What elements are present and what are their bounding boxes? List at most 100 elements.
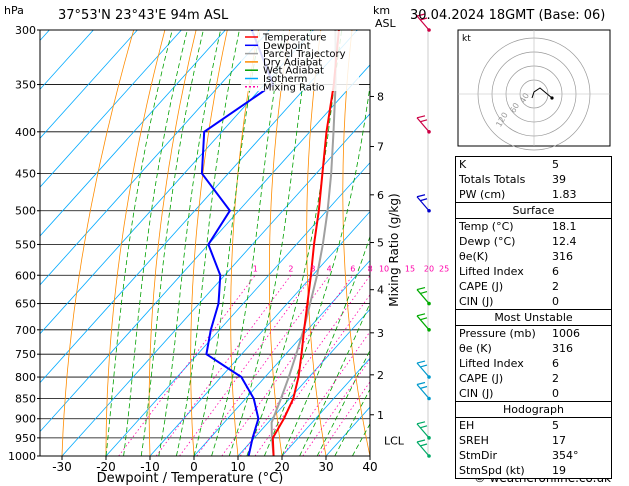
index-row-value: 1.83: [552, 188, 577, 201]
mixing-ratio-label: 1: [253, 264, 258, 273]
pressure-label: 300: [15, 24, 36, 37]
wet-adiabat: [246, 30, 343, 456]
legend-label: Mixing Ratio: [263, 82, 325, 93]
wet-adiabat: [316, 349, 370, 456]
mixing-ratio-label: 10: [379, 264, 389, 273]
most-unstable-row: CAPE (J) 2: [456, 371, 611, 386]
isotherm: [61, 113, 370, 456]
surface-row: CIN (J) 0: [456, 294, 611, 309]
indices-table: K 5 Totals Totals 39 PW (cm) 1.83 Surface Tem…: [455, 156, 612, 479]
y-axis-label: Mixing Ratio (g/kg): [387, 193, 401, 306]
isotherm: [40, 30, 138, 139]
surface-row-label: θe(K): [459, 250, 489, 263]
hodograph-row-value: 19: [552, 464, 566, 477]
pressure-label: 700: [15, 324, 36, 337]
surface-row: θe(K) 316: [456, 249, 611, 264]
most-unstable-row: Pressure (mb) 1006: [456, 326, 611, 341]
surface-row-label: CIN (J): [459, 295, 494, 308]
pressure-label: 900: [15, 413, 36, 426]
most-unstable-row-value: 1006: [552, 327, 580, 340]
most-unstable-row-label: θe (K): [459, 342, 492, 355]
surface-row-value: 12.4: [552, 235, 577, 248]
dry-adiabat: [268, 30, 291, 456]
surface-row: CAPE (J) 2: [456, 279, 611, 294]
isotherm: [40, 30, 358, 384]
surface-row-label: Temp (°C): [459, 220, 514, 233]
dry-adiabat: [230, 30, 259, 456]
dry-adiabat: [412, 30, 458, 456]
most-unstable-row: θe (K) 316: [456, 341, 611, 356]
wet-adiabat: [105, 30, 173, 456]
surface-row-value: 0: [552, 295, 559, 308]
wet-adiabat: [211, 30, 285, 456]
surface-section: Surface Temp (°C) 18.1 Dewp (°C) 12.4 θe(K) 3…: [456, 202, 611, 309]
hodograph-section: Hodograph EH 5 SREH 17 StmDir 354° StmSpd (kt)…: [456, 401, 611, 478]
index-row: PW (cm) 1.83: [456, 187, 611, 202]
hodograph-row-label: StmDir: [459, 449, 498, 462]
mixing-ratio-line: [282, 330, 370, 456]
isotherm: [149, 210, 370, 456]
wet-adiabat: [176, 30, 240, 456]
surface-row-value: 18.1: [552, 220, 577, 233]
isotherm: [40, 30, 182, 188]
most-unstable-row: Lifted Index 6: [456, 356, 611, 371]
pressure-label: 550: [15, 238, 36, 251]
x-tick-label: -20: [96, 460, 116, 474]
most-unstable-section: Most Unstable Pressure (mb) 1006 θe (K) 316…: [456, 309, 611, 401]
index-row: Totals Totals 39: [456, 172, 611, 187]
mixing-ratio-label: 3: [310, 264, 315, 273]
most-unstable-row-value: 0: [552, 387, 559, 400]
lcl-label: LCL: [384, 435, 405, 448]
isotherm: [281, 357, 370, 456]
wind-barb: [416, 360, 431, 379]
pressure-label: 400: [15, 126, 36, 139]
legend-box: [241, 31, 359, 91]
hodograph-title: Hodograph: [503, 403, 564, 416]
x-tick-label: 40: [362, 460, 377, 474]
most-unstable-row-value: 316: [552, 342, 573, 355]
km-label: 7: [377, 141, 384, 154]
isotherm: [40, 30, 270, 286]
surface-row-value: 6: [552, 265, 559, 278]
wind-barb: [416, 13, 431, 32]
km-unit: km: [373, 4, 390, 17]
wind-barb: [416, 286, 431, 306]
dry-adiabat: [61, 30, 135, 456]
wind-barb: [416, 439, 431, 458]
hodograph-row-value: 5: [552, 419, 559, 432]
surface-row: Temp (°C) 18.1: [456, 219, 611, 234]
mixing-ratio-label: 4: [327, 264, 332, 273]
wind-barb: [416, 115, 431, 134]
legend-label: Dewpoint: [263, 41, 311, 52]
background-lines: [40, 30, 458, 456]
km-label: 4: [377, 284, 384, 297]
wind-barb: [416, 421, 431, 440]
km-label: 1: [377, 409, 384, 422]
index-row-label: Totals Totals: [459, 173, 526, 186]
hodograph-row-label: SREH: [459, 434, 489, 447]
km-label: 2: [377, 369, 384, 382]
most-unstable-row-value: 6: [552, 357, 559, 370]
legend-label: Isotherm: [263, 74, 307, 85]
axes: 1 2 3 4 6 8 10 15 20 2530035040045050055060065070…: [8, 24, 449, 474]
datetime-title: 30.04.2024 18GMT (Base: 06): [410, 8, 605, 23]
profile-lines: [200, 30, 340, 456]
mixing-ratio-line: [221, 275, 354, 456]
wet-adiabat: [193, 30, 261, 456]
legend-label: Dry Adiabat: [263, 57, 322, 68]
hodograph-ring-label: 60: [508, 101, 521, 114]
hodograph-unit: kt: [462, 34, 471, 44]
dewpoint-line: [200, 30, 275, 456]
mixing-ratio-label: 6: [350, 264, 355, 273]
wind-barb: [416, 381, 431, 401]
dry-adiabat: [148, 30, 197, 456]
mixing-ratio-line: [302, 358, 370, 456]
mixing-ratio-line: [118, 275, 256, 456]
legend-label: Parcel Trajectory: [263, 49, 346, 60]
isotherm: [40, 30, 226, 237]
mixing-ratio-label: 15: [405, 264, 415, 273]
surface-title: Surface: [512, 204, 555, 217]
